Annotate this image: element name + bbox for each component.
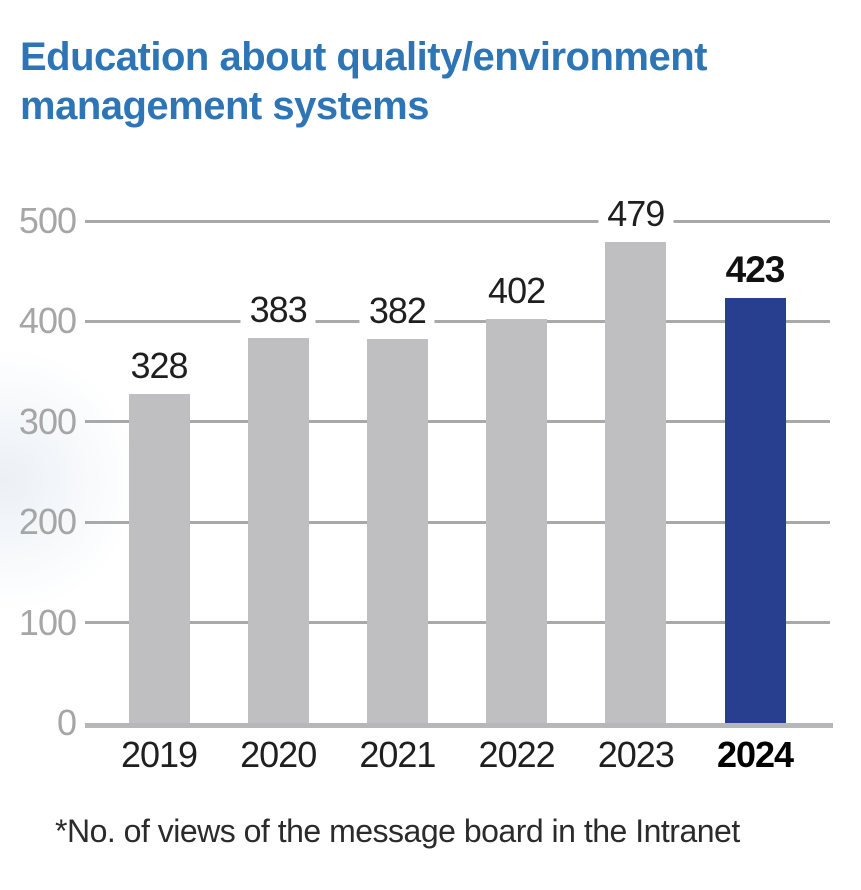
gridline-y-500	[85, 219, 830, 223]
y-axis-tick-label-300: 300	[18, 400, 77, 442]
y-axis-tick-label-200: 200	[18, 501, 77, 543]
x-axis-tick-label-2022: 2022	[478, 734, 556, 775]
value-label-2020: 383	[240, 290, 316, 330]
value-label-2022: 402	[479, 271, 555, 311]
bar-2023	[605, 242, 667, 723]
x-axis-tick-label-2021: 2021	[359, 734, 436, 775]
value-label-2019: 328	[121, 346, 197, 386]
y-axis-tick-label-100: 100	[18, 601, 77, 643]
gridline-y-100	[85, 621, 830, 625]
value-label-2021: 382	[359, 291, 435, 331]
x-axis-tick-label-2024: 2024	[716, 734, 794, 775]
x-axis-baseline	[85, 723, 833, 728]
gridline-y-400	[85, 319, 830, 323]
x-axis-tick-label-2020: 2020	[240, 734, 317, 775]
value-label-2024: 423	[716, 250, 794, 290]
value-label-2023: 479	[598, 194, 674, 234]
bar-2021	[366, 339, 428, 723]
bar-2019	[128, 394, 190, 723]
footnote: *No. of views of the message board in th…	[55, 813, 740, 849]
bar-2024	[724, 298, 786, 723]
y-axis-tick-label-500: 500	[18, 200, 77, 241]
y-axis-tick-label-400: 400	[18, 300, 77, 342]
chart-title: Education about quality/environment mana…	[20, 34, 708, 128]
x-axis-tick-label-2019: 2019	[120, 734, 198, 775]
bar-2020	[247, 338, 309, 723]
bar-2022	[486, 319, 548, 723]
gridline-y-300	[85, 420, 830, 424]
x-axis-tick-label-2023: 2023	[597, 734, 675, 775]
gridline-y-200	[85, 520, 830, 524]
y-axis-tick-label-0: 0	[56, 702, 77, 743]
